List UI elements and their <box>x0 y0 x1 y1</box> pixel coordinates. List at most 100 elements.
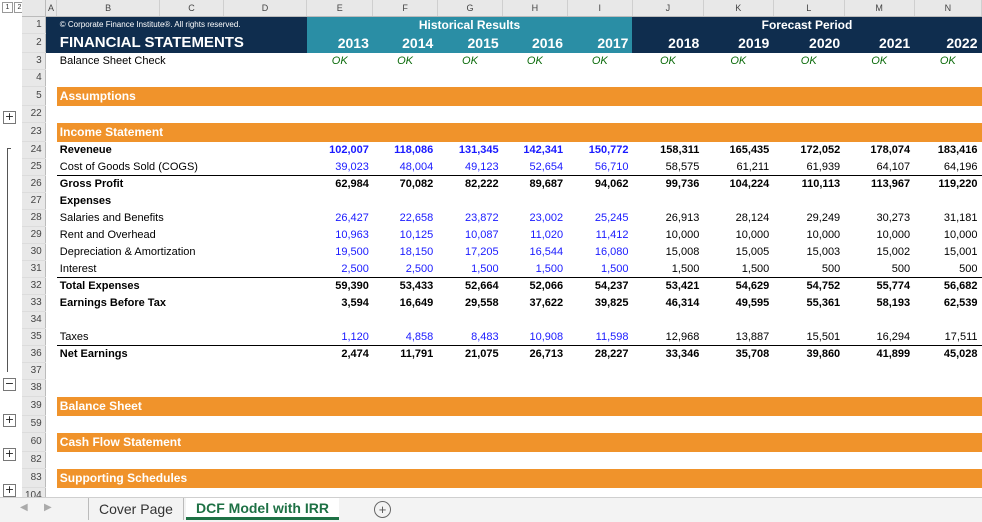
expand-group-button[interactable]: + <box>3 447 16 461</box>
value-cell[interactable] <box>703 312 773 329</box>
value-cell[interactable]: 28,227 <box>594 348 629 361</box>
value-cell[interactable] <box>914 193 981 210</box>
value-cell[interactable] <box>503 193 567 210</box>
value-cell[interactable]: 172,052 <box>800 144 841 156</box>
value-cell[interactable]: 29,249 <box>806 212 841 224</box>
row-number[interactable]: 82 <box>22 451 46 469</box>
value-cell[interactable]: 26,913 <box>665 212 700 224</box>
row-number[interactable]: 37 <box>22 362 46 380</box>
value-cell[interactable]: 16,544 <box>529 246 564 258</box>
value-cell[interactable]: 52,066 <box>529 280 564 293</box>
row-number[interactable]: 39 <box>22 396 46 416</box>
value-cell[interactable]: 102,007 <box>329 144 369 156</box>
value-cell[interactable]: 1,120 <box>306 328 373 346</box>
value-cell[interactable]: 39,860 <box>806 348 841 361</box>
value-cell[interactable] <box>567 193 632 210</box>
row-number[interactable]: 23 <box>22 122 46 142</box>
value-cell[interactable]: 15,005 <box>735 246 770 258</box>
year-header[interactable]: 2013 <box>306 33 373 53</box>
value-cell[interactable]: 48,004 <box>372 158 438 176</box>
value-cell[interactable]: 94,062 <box>594 178 629 191</box>
value-cell[interactable]: 21,075 <box>465 348 499 361</box>
value-cell[interactable]: 110,113 <box>801 178 841 191</box>
value-cell[interactable]: 61,939 <box>773 158 845 176</box>
value-cell[interactable]: 64,107 <box>844 158 915 176</box>
value-cell[interactable] <box>373 312 437 329</box>
column-header[interactable]: N <box>914 0 982 17</box>
row-number[interactable]: 24 <box>22 141 46 159</box>
value-cell[interactable] <box>567 312 632 329</box>
check-cell[interactable]: OK <box>397 55 414 67</box>
year-header[interactable]: 2016 <box>502 33 568 53</box>
value-cell[interactable]: 1,500 <box>632 260 704 278</box>
value-cell[interactable] <box>914 312 981 329</box>
check-cell[interactable]: OK <box>800 55 817 67</box>
row-label[interactable]: Taxes <box>56 328 307 346</box>
row-number[interactable]: 38 <box>22 379 46 397</box>
row-label[interactable]: Depreciation & Amortization <box>59 246 196 258</box>
value-cell[interactable]: 12,968 <box>632 328 704 346</box>
value-cell[interactable]: 165,435 <box>729 144 770 156</box>
value-cell[interactable]: 89,687 <box>529 178 564 191</box>
value-cell[interactable]: 131,345 <box>458 144 499 156</box>
value-cell[interactable]: 58,193 <box>876 297 911 309</box>
value-cell[interactable]: 55,361 <box>806 297 841 309</box>
value-cell[interactable]: 15,001 <box>943 246 978 258</box>
row-number[interactable]: 59 <box>22 415 46 433</box>
year-header[interactable]: 2015 <box>437 33 503 53</box>
row-number[interactable]: 26 <box>22 175 46 193</box>
value-cell[interactable]: 11,791 <box>400 348 434 361</box>
row-label[interactable]: Expenses <box>59 195 112 207</box>
add-sheet-icon[interactable]: + <box>374 501 391 518</box>
year-header[interactable]: 2014 <box>372 33 438 53</box>
tab-dcf-model-with-irr[interactable]: DCF Model with IRR <box>186 498 339 520</box>
value-cell[interactable]: 56,682 <box>943 280 978 293</box>
value-cell[interactable]: 54,752 <box>806 280 841 293</box>
value-cell[interactable]: 158,311 <box>660 144 700 156</box>
row-label[interactable]: Total Expenses <box>59 280 140 293</box>
value-cell[interactable]: 39,825 <box>594 297 629 309</box>
value-cell[interactable]: 30,273 <box>876 212 911 224</box>
value-cell[interactable]: 58,575 <box>632 158 704 176</box>
value-cell[interactable]: 54,629 <box>735 280 770 293</box>
value-cell[interactable] <box>373 193 437 210</box>
value-cell[interactable]: 10,000 <box>735 229 770 241</box>
value-cell[interactable]: 15,003 <box>806 246 841 258</box>
value-cell[interactable]: 500 <box>914 260 982 278</box>
row-number[interactable]: 34 <box>22 311 46 329</box>
value-cell[interactable]: 26,427 <box>335 212 369 224</box>
value-cell[interactable]: 17,205 <box>465 246 499 258</box>
column-header[interactable]: E <box>306 0 374 17</box>
expand-group-button[interactable]: + <box>3 413 16 427</box>
row-label[interactable]: Salaries and Benefits <box>59 212 164 224</box>
column-header[interactable]: G <box>437 0 504 17</box>
row-number[interactable]: 29 <box>22 226 46 244</box>
value-cell[interactable] <box>844 312 914 329</box>
check-cell[interactable]: OK <box>939 55 956 67</box>
check-cell[interactable]: OK <box>730 55 747 67</box>
value-cell[interactable]: 61,211 <box>703 158 774 176</box>
value-cell[interactable]: 52,654 <box>502 158 568 176</box>
column-header[interactable]: J <box>632 0 704 17</box>
row-label[interactable] <box>57 312 307 329</box>
value-cell[interactable] <box>503 312 567 329</box>
value-cell[interactable]: 99,736 <box>665 178 700 191</box>
value-cell[interactable]: 37,622 <box>529 297 564 309</box>
select-all-corner[interactable] <box>22 0 46 17</box>
row-number[interactable]: 30 <box>22 243 46 261</box>
value-cell[interactable]: 113,967 <box>871 178 911 191</box>
tab-cover-page[interactable]: Cover Page <box>88 498 184 520</box>
column-header[interactable]: B <box>56 0 161 17</box>
scroll-tabs-left-icon[interactable]: ◀ <box>20 502 28 513</box>
value-cell[interactable] <box>844 193 914 210</box>
value-cell[interactable]: 19,500 <box>335 246 369 258</box>
column-header[interactable]: H <box>502 0 568 17</box>
value-cell[interactable]: 1,500 <box>502 260 568 278</box>
check-cell[interactable]: OK <box>659 55 676 67</box>
value-cell[interactable] <box>703 193 773 210</box>
value-cell[interactable]: 150,772 <box>588 144 629 156</box>
row-number[interactable]: 31 <box>22 260 46 278</box>
year-header[interactable]: 2022 <box>914 33 982 53</box>
value-cell[interactable]: 39,023 <box>306 158 373 176</box>
row-number[interactable]: 22 <box>22 105 46 123</box>
